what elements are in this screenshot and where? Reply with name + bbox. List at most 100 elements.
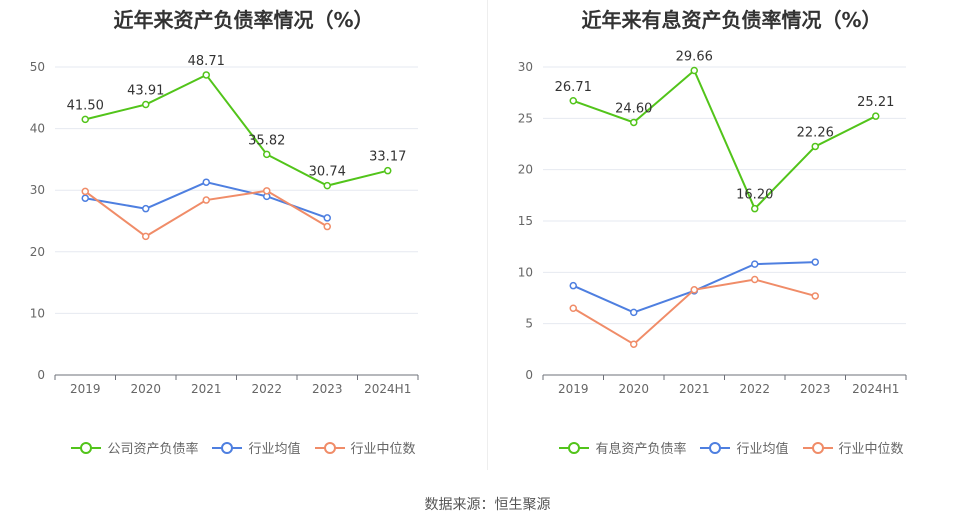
data-point [81,115,89,124]
x-tick-label: 2022 [251,382,282,396]
data-point [202,178,210,186]
series-0: 41.50 43.91 48.71 35.82 30.74 33.17 [67,54,406,190]
data-point [751,260,759,268]
data-point [323,181,331,190]
series-2 [81,187,331,241]
y-tick-label: 20 [518,163,533,177]
data-label: 35.82 [248,133,285,148]
legend-item-industry-mean[interactable]: 行业均值 [212,438,301,457]
legend-swatch-icon [71,441,102,455]
chart-panel-interest-debt-ratio: 近年来有息资产负债率情况（%） 0 5 10 15 20 25 30 2019 2020 2021… [488,0,975,470]
data-label: 24.60 [615,101,652,116]
x-tick-label: 2022 [739,382,770,396]
chart-plot: 0 5 10 15 20 25 30 2019 2020 2021 2022 2023 2024H1 26… [518,49,907,396]
data-label: 48.71 [188,54,225,69]
legend-label: 有息资产负债率 [595,442,687,457]
y-tick-label: 0 [37,368,45,382]
y-tick-label: 0 [525,368,533,382]
y-tick-label: 15 [518,214,533,228]
data-point [323,222,331,231]
data-point [569,281,577,290]
data-point [142,100,150,109]
y-tick-label: 10 [518,265,533,279]
y-tick-label: 20 [30,245,45,259]
data-point [263,187,271,195]
y-tick-label: 30 [30,183,45,197]
y-tick-label: 40 [30,122,45,136]
data-point [630,308,638,317]
data-source: 数据来源：恒生聚源 [424,497,551,513]
data-label: 41.50 [67,98,104,113]
series-line [572,68,877,211]
x-tick-label: 2019 [70,382,101,396]
legend-label: 行业中位数 [350,442,416,457]
data-point [630,340,638,348]
data-label: 33.17 [369,150,406,165]
data-point [81,187,89,196]
x-tick-label: 2019 [558,382,589,396]
y-tick-label: 30 [518,60,533,74]
data-point [690,66,698,75]
legend-swatch-icon [314,441,345,455]
data-point [751,204,759,213]
data-point [811,292,819,300]
y-tick-label: 10 [30,306,45,320]
chart-title: 近年来资产负债率情况（%） [113,8,374,32]
data-point [323,214,331,222]
legend-item-industry-median[interactable]: 行业中位数 [314,438,416,457]
data-label: 43.91 [127,84,164,99]
x-tick-label: 2023 [312,382,343,396]
series-0: 26.71 24.60 29.66 16.20 22.26 25.21 [555,49,894,213]
data-point [569,97,577,105]
data-point [811,142,819,151]
chart-title: 近年来有息资产负债率情况（%） [581,8,882,32]
data-point [142,204,150,213]
legend-label: 公司资产负债率 [107,442,199,457]
data-point [690,286,698,294]
chart-legend: 有息资产负债率 行业均值 行业中位数 [488,438,975,457]
chart-panel-debt-ratio: 近年来资产负债率情况（%） 0 10 20 30 40 50 2019 2020 2021 202… [0,0,487,470]
data-point [811,258,819,266]
chart-plot: 0 10 20 30 40 50 2019 2020 2021 2022 2023 2024H1 41.… [30,54,419,396]
x-tick-label: 2024H1 [852,382,899,396]
legend-label: 行业中位数 [838,442,904,457]
y-tick-label: 25 [518,111,533,125]
legend-item-industry-mean[interactable]: 行业均值 [700,438,789,457]
x-tick-label: 2020 [130,382,161,396]
series-line [85,73,388,187]
data-label: 30.74 [309,165,346,180]
x-tick-label: 2021 [191,382,222,396]
panel-divider [487,0,488,470]
legend-item-interest-ratio[interactable]: 有息资产负债率 [559,438,686,457]
data-label: 29.66 [676,49,713,64]
legend-swatch-icon [559,441,590,455]
data-label: 16.20 [736,188,773,203]
data-point [202,71,210,79]
legend-swatch-icon [802,441,833,455]
data-point [263,150,271,159]
legend-item-company-ratio[interactable]: 公司资产负债率 [71,438,198,457]
data-label: 26.71 [555,80,592,95]
x-tick-label: 2020 [618,382,649,396]
data-point [751,275,759,284]
data-point [630,118,638,127]
data-point [569,304,577,313]
data-point [872,112,880,120]
x-tick-label: 2021 [679,382,710,396]
legend-label: 行业均值 [248,442,301,457]
x-tick-label: 2024H1 [364,382,411,396]
x-tick-label: 2023 [800,382,831,396]
y-tick-label: 50 [30,60,45,74]
grid-lines [543,66,906,325]
legend-swatch-icon [700,441,731,455]
data-label: 25.21 [857,95,894,110]
data-point [81,194,89,202]
data-point [384,166,392,175]
legend-item-industry-median[interactable]: 行业中位数 [802,438,904,457]
legend-swatch-icon [212,441,243,455]
data-label: 22.26 [797,125,834,140]
chart-legend: 公司资产负债率 行业均值 行业中位数 [0,438,487,457]
legend-label: 行业均值 [736,442,789,457]
data-point [142,232,150,241]
y-tick-label: 5 [525,317,533,331]
